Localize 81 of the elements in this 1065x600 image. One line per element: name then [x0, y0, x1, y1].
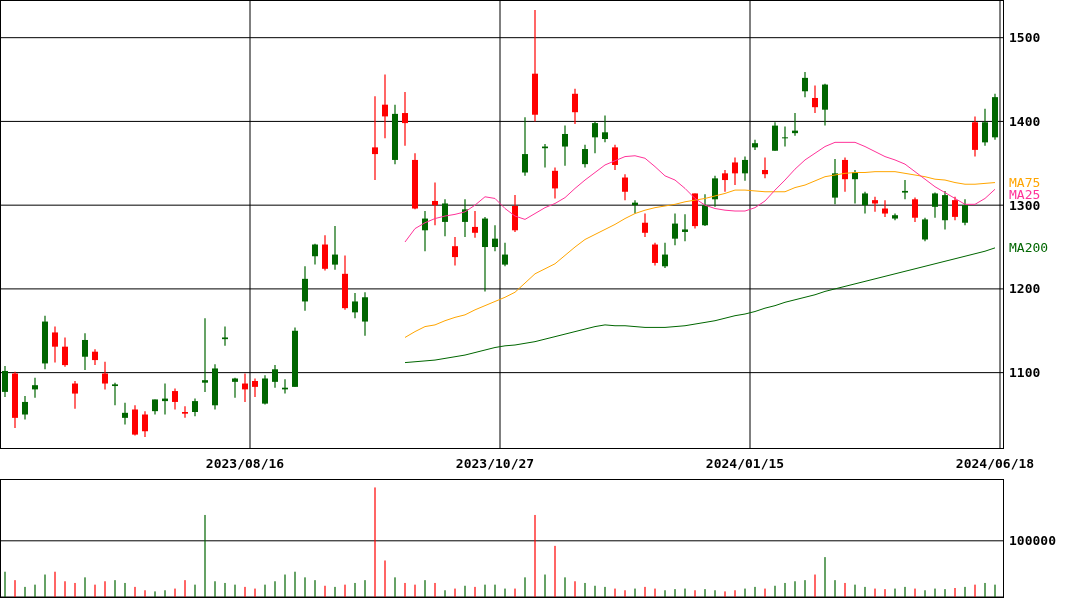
candlestick: [622, 173, 628, 201]
candlestick: [112, 382, 118, 406]
candlestick: [722, 169, 728, 193]
candlestick: [962, 198, 968, 226]
candlestick: [932, 192, 938, 219]
candlestick: [402, 91, 408, 147]
candlestick: [432, 181, 438, 226]
x-tick-label: 2023/10/27: [455, 456, 535, 471]
candlestick: [712, 175, 718, 208]
candlestick: [522, 116, 528, 177]
y-tick-label: 1100: [1009, 365, 1041, 381]
series-label: MA75: [1009, 175, 1041, 191]
candlestick: [642, 212, 648, 238]
y-tick-label: 1200: [1009, 281, 1041, 297]
series-label: MA200: [1009, 240, 1049, 256]
candlestick: [682, 213, 688, 242]
x-tick-label: 2024/01/15: [705, 456, 785, 471]
line-series: [404, 141, 996, 243]
y-tick-label: 1300: [1009, 197, 1041, 213]
candlestick: [672, 212, 678, 246]
candlestick: [902, 179, 908, 200]
candlestick: [742, 155, 748, 182]
candlestick: [272, 364, 278, 389]
y-tick-label: 1400: [1009, 113, 1041, 129]
candlestick: [882, 199, 888, 218]
candlestick: [802, 71, 808, 98]
candlestick: [952, 196, 958, 221]
candlestick: [452, 236, 458, 267]
candlestick: [752, 139, 758, 151]
candlestick: [762, 156, 768, 179]
candlestick: [572, 88, 578, 125]
candlestick: [782, 125, 788, 148]
x-tick-label: 2024/06/18: [955, 456, 1035, 471]
candlestick: [662, 242, 668, 269]
candlestick: [922, 217, 928, 242]
candlestick: [552, 166, 558, 200]
candlestick: [82, 332, 88, 371]
candlestick: [872, 196, 878, 213]
y-tick-label: 1500: [1009, 30, 1041, 46]
candlestick: [332, 225, 338, 271]
candlestick: [32, 377, 38, 399]
candlestick: [862, 191, 868, 215]
candlestick: [912, 197, 918, 223]
candlestick: [372, 95, 378, 181]
line-series: [404, 247, 996, 364]
candlestick: [102, 361, 108, 390]
candlestick: [52, 325, 58, 364]
candlestick: [612, 144, 618, 171]
candlestick: [172, 387, 178, 411]
candlestick: [602, 114, 608, 143]
candlestick: [222, 325, 228, 347]
candlestick: [732, 156, 738, 186]
candlestick: [472, 210, 478, 239]
candlestick: [62, 336, 68, 368]
candlestick: [72, 380, 78, 410]
candlestick: [842, 156, 848, 193]
candlestick: [22, 395, 28, 421]
candlestick: [592, 120, 598, 154]
candlestick: [2, 365, 8, 398]
candlestick: [492, 224, 498, 252]
candlestick: [142, 410, 148, 438]
candlestick: [562, 125, 568, 167]
candlestick: [352, 292, 358, 319]
candlestick: [302, 265, 308, 312]
candlestick: [812, 84, 818, 114]
candlestick: [582, 144, 588, 169]
x-tick-label: 2023/08/16: [205, 456, 285, 471]
candlestick: [462, 198, 468, 238]
candlestick: [252, 377, 258, 398]
candlestick: [442, 198, 448, 237]
y-tick-label: 100000: [1009, 533, 1057, 549]
candlestick: [852, 169, 858, 205]
candlestick: [122, 402, 128, 426]
candlestick: [702, 193, 708, 227]
candlestick: [652, 242, 658, 267]
candlestick: [982, 108, 988, 147]
candlestick: [502, 242, 508, 267]
candlestick: [382, 73, 388, 139]
candlestick: [312, 243, 318, 266]
candlestick: [202, 317, 208, 393]
candlestick: [182, 405, 188, 419]
